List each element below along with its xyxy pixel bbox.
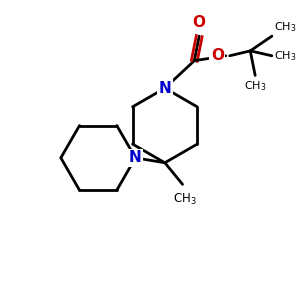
Text: O: O xyxy=(193,15,206,30)
Text: CH$_3$: CH$_3$ xyxy=(274,20,296,34)
Text: CH$_3$: CH$_3$ xyxy=(244,79,266,93)
Text: CH$_3$: CH$_3$ xyxy=(173,192,196,207)
Text: O: O xyxy=(211,48,224,63)
Text: CH$_3$: CH$_3$ xyxy=(274,49,296,63)
Text: N: N xyxy=(129,150,142,165)
Text: N: N xyxy=(158,81,171,96)
